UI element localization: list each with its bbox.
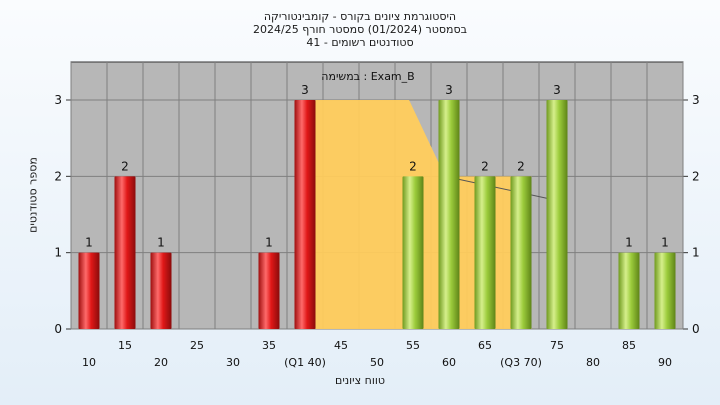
- x-axis-label: טווח ציונים: [335, 374, 385, 387]
- x-tick-label: 30: [226, 356, 240, 369]
- data-label-60: 3: [445, 83, 453, 97]
- x-tick-label: 60: [442, 356, 456, 369]
- bar-(Q1 40): [294, 100, 316, 329]
- x-tick-label: 75: [550, 339, 564, 352]
- bar-90: [654, 252, 676, 329]
- y-tick-label-left: 2: [54, 169, 62, 183]
- data-label-(Q3 70): 2: [517, 159, 525, 173]
- x-tick-label: 25: [190, 339, 204, 352]
- x-tick-label: 45: [334, 339, 348, 352]
- y-tick-label-right: 1: [692, 246, 700, 260]
- chart-title: היסטוגרמת ציונים בקורס - קומבינטוריקה בס…: [0, 10, 720, 49]
- y-tick-label-right: 2: [692, 169, 700, 183]
- title-line-2: בסמסטר (01/2024) סמסטר חורף 2024/25: [253, 23, 467, 36]
- x-tick-label: 15: [118, 339, 132, 352]
- bar-55: [402, 176, 424, 329]
- data-label-15: 2: [121, 159, 129, 173]
- bar-(Q3 70): [510, 176, 532, 329]
- data-label-75: 3: [553, 83, 561, 97]
- data-label-90: 1: [661, 236, 669, 250]
- x-tick-label: 65: [478, 339, 492, 352]
- x-tick-label: 10: [82, 356, 96, 369]
- y-axis-label: מספר סטודנטים: [26, 157, 40, 233]
- y-tick-label-left: 0: [54, 322, 62, 336]
- x-tick-label: 90: [658, 356, 672, 369]
- data-label-65: 2: [481, 159, 489, 173]
- exam-annotation: במשימה : Exam_B: [321, 70, 414, 83]
- data-label-20: 1: [157, 236, 165, 250]
- x-tick-label: (Q1 40): [284, 356, 326, 369]
- bar-85: [618, 252, 640, 329]
- bar-65: [474, 176, 496, 329]
- bar-75: [546, 100, 568, 329]
- bar-15: [114, 176, 136, 329]
- data-label-35: 1: [265, 236, 273, 250]
- bar-35: [258, 252, 280, 329]
- y-tick-label-right: 0: [692, 322, 700, 336]
- iqr-connector-line: [444, 175, 552, 200]
- title-line-1: היסטוגרמת ציונים בקורס - קומבינטוריקה: [263, 10, 457, 23]
- title-line-3: סטודנטים רשומים - 41: [306, 36, 414, 49]
- y-tick-label-right: 3: [692, 93, 700, 107]
- x-tick-label: 55: [406, 339, 420, 352]
- x-tick-label: 35: [262, 339, 276, 352]
- x-tick-label: 20: [154, 356, 168, 369]
- x-tick-label: (Q3 70): [500, 356, 542, 369]
- data-label-85: 1: [625, 236, 633, 250]
- y-tick-label-left: 1: [54, 246, 62, 260]
- bar-20: [150, 252, 172, 329]
- bar-10: [78, 252, 100, 329]
- y-tick-label-left: 3: [54, 93, 62, 107]
- bar-60: [438, 100, 460, 329]
- data-label-(Q1 40): 3: [301, 83, 309, 97]
- data-label-10: 1: [85, 236, 93, 250]
- x-tick-label: 85: [622, 339, 636, 352]
- data-label-55: 2: [409, 159, 417, 173]
- x-tick-label: 80: [586, 356, 600, 369]
- x-tick-label: 50: [370, 356, 384, 369]
